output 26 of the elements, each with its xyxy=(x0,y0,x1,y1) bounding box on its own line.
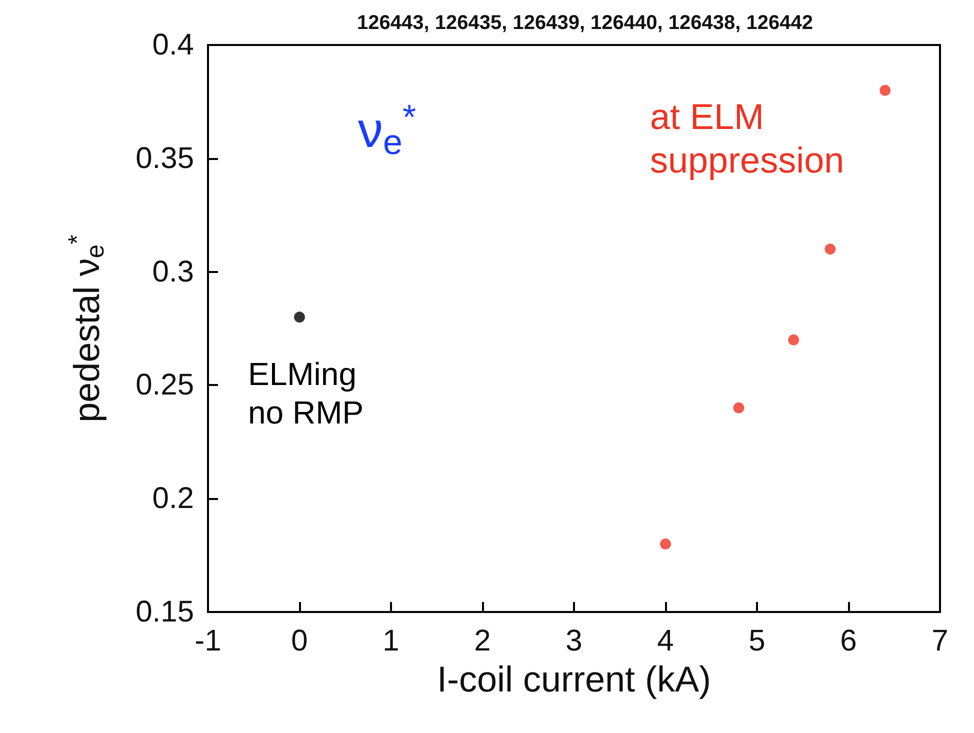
point xyxy=(788,334,800,346)
x-tick-label: 2 xyxy=(474,624,491,658)
x-tick-label: 0 xyxy=(291,624,308,658)
point xyxy=(880,84,891,96)
x-tick-label: 1 xyxy=(382,624,400,658)
point xyxy=(824,244,836,255)
x-tick-label: 6 xyxy=(840,624,857,658)
chart-title: 126443, 126435, 126439, 126440, 126438, 126442 xyxy=(357,12,813,34)
y-axis-title: pedestal νe* xyxy=(64,234,110,422)
annotation: ELMing no RMP xyxy=(248,356,366,431)
y-tick-label: 0.2 xyxy=(152,482,194,516)
point xyxy=(660,538,671,550)
y-tick-label: 0.35 xyxy=(136,142,194,175)
y-tick-label: 0.4 xyxy=(152,28,194,62)
x-tick-label: -1 xyxy=(194,624,222,658)
point xyxy=(733,402,744,414)
x-tick-label: 5 xyxy=(748,624,766,658)
y-tick-label: 0.3 xyxy=(152,255,194,288)
x-tick-label: 7 xyxy=(932,624,948,658)
x-axis-title: I-coil current (kA) xyxy=(436,658,712,700)
x-tick-label: 3 xyxy=(566,624,582,658)
x-tick-label: 4 xyxy=(657,624,674,658)
point xyxy=(294,312,305,323)
y-tick-label: 0.15 xyxy=(136,596,194,628)
annotation: at ELM suppression xyxy=(650,96,844,180)
y-tick-label: 0.25 xyxy=(136,368,194,402)
